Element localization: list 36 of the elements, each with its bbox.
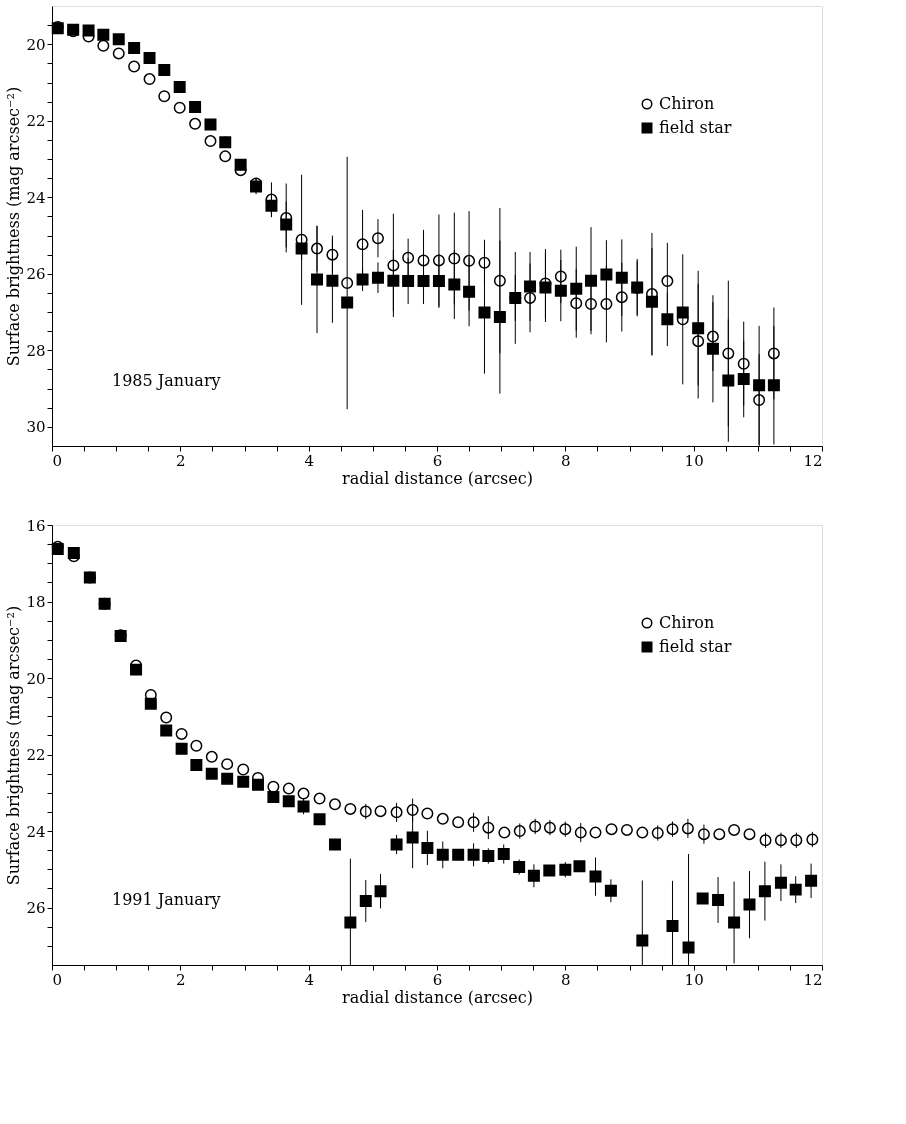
x-tick-label: 6 — [432, 970, 443, 989]
x-tick-label: 10 — [684, 451, 704, 470]
x-axis-title: radial distance (arcsec) — [342, 987, 533, 1007]
y-tick-label: 18 — [26, 593, 46, 612]
y-tick-label: 24 — [26, 822, 46, 841]
y-tick-label: 22 — [26, 112, 46, 131]
x-tick-label: 2 — [176, 970, 186, 989]
x-tick-label: 0 — [52, 970, 63, 989]
y-tick-label: 24 — [26, 188, 46, 207]
x-tick-label: 12 — [803, 451, 823, 470]
x-tick-label: 0 — [52, 451, 63, 470]
legend-label: Chiron — [659, 94, 715, 113]
y-axis-title: Surface brightness (mag arcsec⁻²) — [4, 86, 24, 367]
y-tick-label: 26 — [26, 899, 46, 918]
x-tick-label: 8 — [561, 970, 571, 989]
legend-label: Chiron — [659, 613, 715, 632]
y-tick-label: 20 — [26, 669, 46, 688]
x-tick-label: 4 — [304, 970, 314, 989]
y-axis-title: Surface brightness (mag arcsec⁻²) — [4, 605, 24, 886]
annotation: 1991 January — [112, 890, 221, 909]
y-tick-label: 28 — [26, 341, 46, 360]
y-tick-label: 26 — [26, 265, 46, 284]
annotation: 1985 January — [112, 371, 221, 390]
x-tick-label: 12 — [803, 970, 823, 989]
x-axis-title: radial distance (arcsec) — [342, 468, 533, 488]
y-tick-label: 22 — [26, 746, 46, 765]
x-tick-label: 2 — [176, 451, 186, 470]
x-tick-label: 6 — [432, 451, 443, 470]
x-tick-label: 8 — [561, 451, 571, 470]
x-tick-label: 10 — [684, 970, 704, 989]
y-tick-label: 30 — [26, 418, 46, 437]
legend-label: field star — [659, 118, 732, 137]
y-tick-label: 20 — [26, 35, 46, 54]
x-tick-label: 4 — [304, 451, 314, 470]
y-tick-label: 16 — [26, 516, 46, 535]
legend-label: field star — [659, 637, 732, 656]
